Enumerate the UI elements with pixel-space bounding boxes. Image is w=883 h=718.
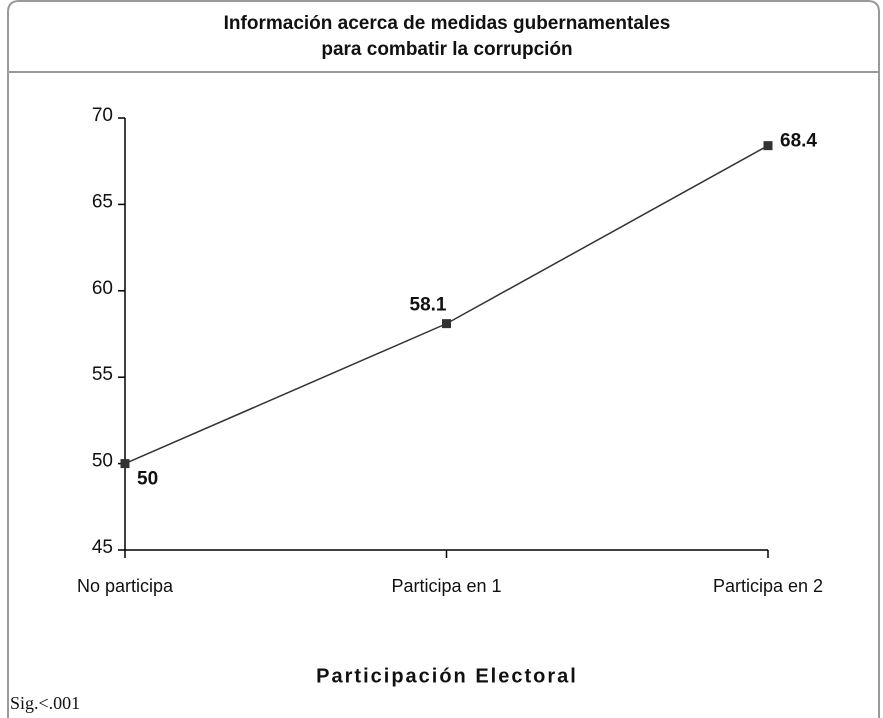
x-tick-label: No participa: [77, 576, 174, 596]
frame: [7, 0, 880, 718]
x-axis-label: Participación Electoral: [316, 665, 578, 687]
y-tick-label: 70: [92, 105, 113, 126]
marker: [763, 141, 773, 151]
note: Sig.<.001: [10, 693, 80, 713]
marker: [120, 459, 130, 469]
y-tick-label: 55: [92, 364, 113, 385]
y-tick-label: 45: [92, 537, 113, 558]
chart-title: para combatir la corrupción: [321, 39, 572, 60]
data-label: 50: [137, 469, 158, 490]
marker: [442, 319, 451, 329]
y-tick-label: 60: [92, 278, 113, 299]
x-tick-label: Participa en 2: [713, 576, 823, 596]
x-tick-label: Participa en 1: [391, 576, 501, 596]
y-tick-label: 50: [92, 451, 113, 472]
chart-title: Información acerca de medidas gubernamen…: [224, 13, 671, 34]
y-tick-label: 65: [92, 191, 113, 212]
line: [124, 144, 769, 465]
data-label: 68.4: [780, 131, 817, 152]
data-label: 58.1: [410, 295, 447, 316]
